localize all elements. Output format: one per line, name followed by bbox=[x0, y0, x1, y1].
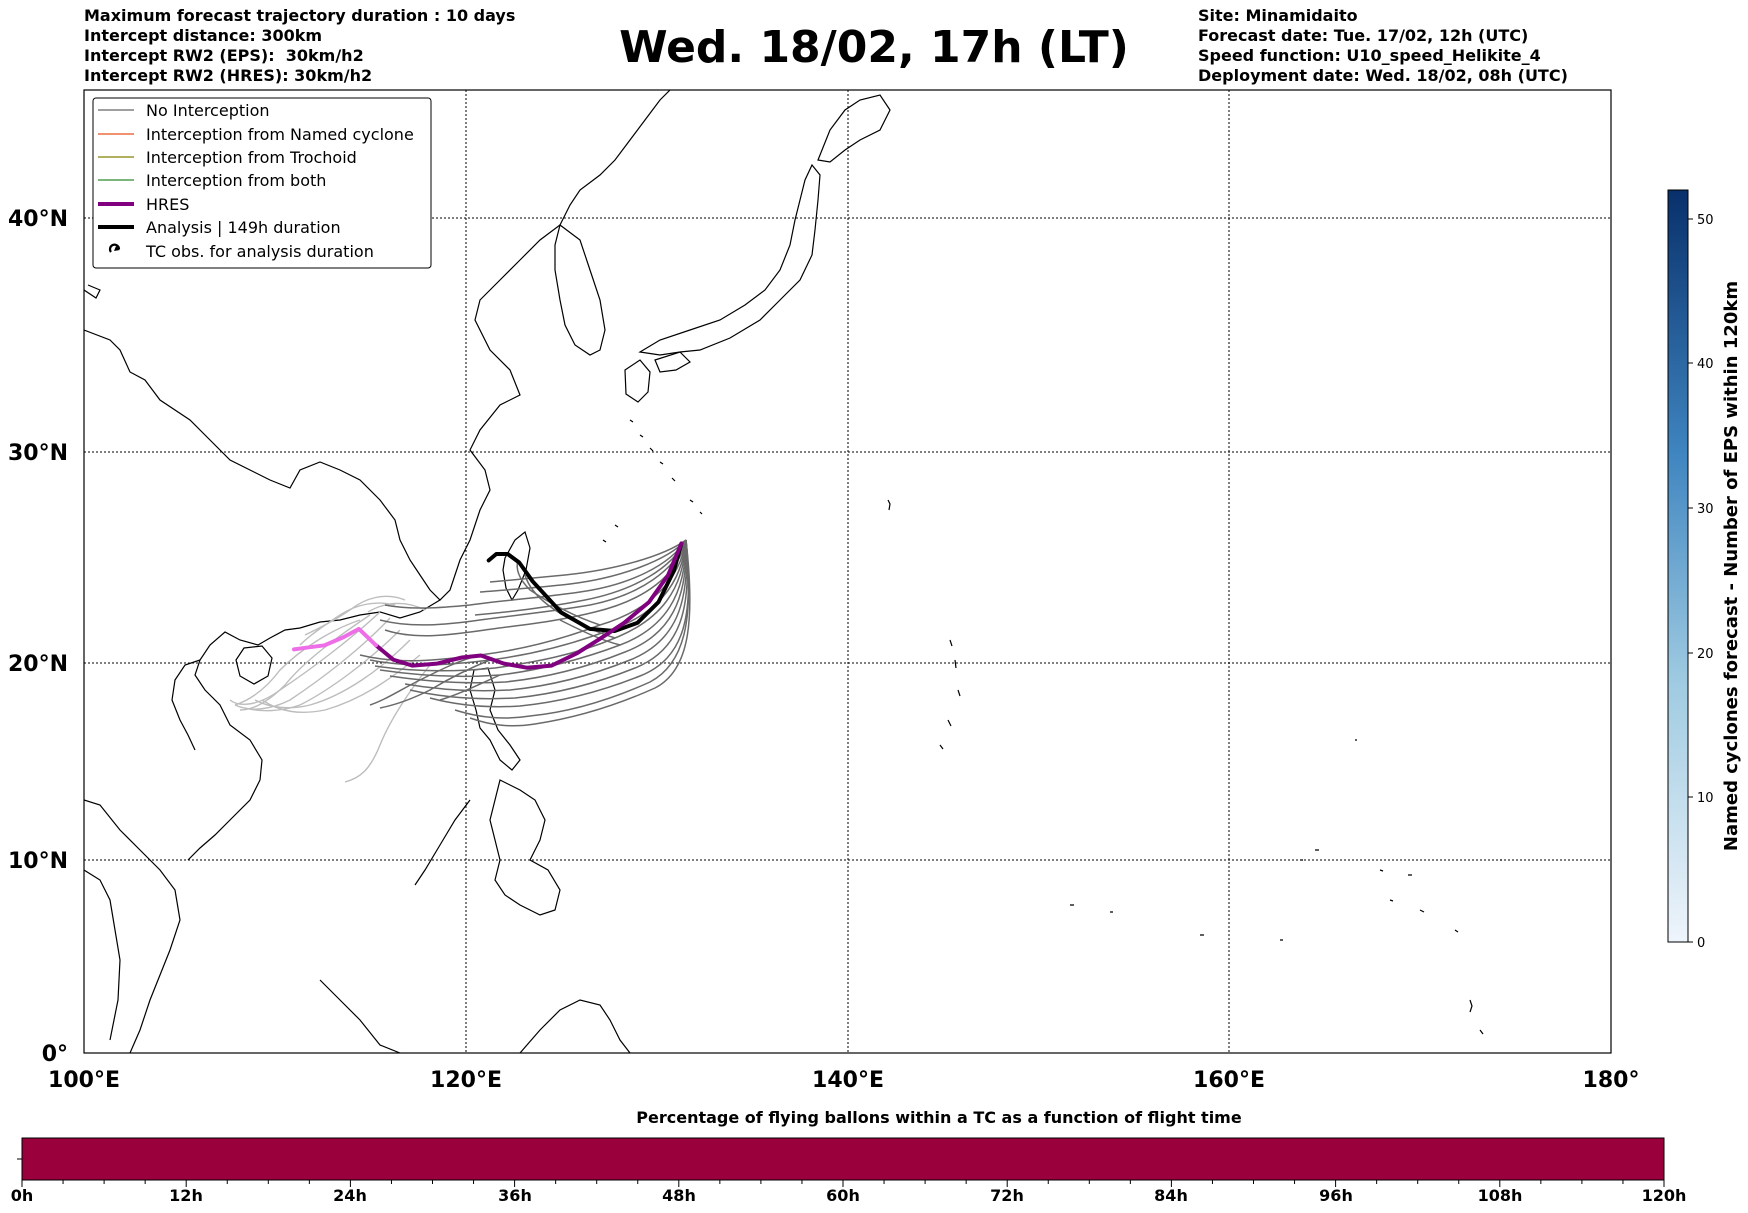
flight-time-tick-label: 72h bbox=[990, 1186, 1024, 1205]
legend-item: Analysis | 149h duration bbox=[98, 218, 341, 237]
flight-time-bar-title: Percentage of flying ballons within a TC… bbox=[636, 1108, 1242, 1127]
legend-item: Interception from Trochoid bbox=[98, 148, 357, 167]
colorbar-tick-label: 0 bbox=[1697, 936, 1705, 951]
gridlines bbox=[84, 90, 1611, 1053]
legend-label: No Interception bbox=[146, 101, 270, 120]
colorbar-tick-label: 40 bbox=[1697, 357, 1714, 372]
header-left-line: Intercept RW2 (HRES): 30km/h2 bbox=[84, 66, 373, 85]
lon-tick-labels: 100°E 120°E 140°E 160°E 180° bbox=[48, 1068, 1639, 1093]
flight-time-minor-ticks bbox=[21, 1180, 1665, 1187]
eps-trajectories-dark bbox=[359, 539, 691, 727]
lon-tick-label: 120°E bbox=[430, 1068, 502, 1093]
legend-label: Interception from both bbox=[146, 171, 326, 190]
legend-label: Interception from Named cyclone bbox=[146, 125, 414, 144]
lat-tick-label: 0° bbox=[42, 1042, 68, 1067]
lon-tick-label: 140°E bbox=[812, 1068, 884, 1093]
lat-tick-labels: 0° 10°N 20°N 30°N 40°N bbox=[8, 207, 68, 1067]
lon-tick-label: 100°E bbox=[48, 1068, 120, 1093]
lon-tick-label: 180° bbox=[1583, 1068, 1640, 1093]
analysis-trajectory bbox=[486, 541, 684, 633]
legend-label: HRES bbox=[146, 195, 189, 214]
header-left-line: Intercept distance: 300km bbox=[84, 26, 323, 45]
flight-time-tick-label: 96h bbox=[1319, 1186, 1353, 1205]
header-left-line: Maximum forecast trajectory duration : 1… bbox=[84, 6, 516, 25]
legend-item: TC obs. for analysis duration bbox=[108, 242, 374, 261]
colorbar-tick-label: 20 bbox=[1697, 647, 1714, 662]
flight-time-tick-label: 0h bbox=[11, 1186, 34, 1205]
colorbar-gradient bbox=[1667, 189, 1689, 943]
eps-colorbar: 0 10 20 30 40 50 Named cyclones forecast… bbox=[1667, 189, 1742, 951]
flight-time-bar-fill bbox=[21, 1137, 1665, 1181]
flight-time-tick-label: 12h bbox=[169, 1186, 203, 1205]
lat-tick-label: 40°N bbox=[8, 207, 68, 232]
legend-box bbox=[92, 97, 432, 269]
legend-item: Interception from both bbox=[98, 171, 326, 190]
hres-trajectory-tail bbox=[292, 626, 378, 652]
header-right-line: Forecast date: Tue. 17/02, 12h (UTC) bbox=[1198, 26, 1529, 45]
lat-tick-label: 10°N bbox=[8, 849, 68, 874]
colorbar-tick-label: 30 bbox=[1697, 502, 1714, 517]
legend-item: HRES bbox=[98, 195, 189, 214]
legend-item: Interception from Named cyclone bbox=[98, 125, 414, 144]
legend-label: Interception from Trochoid bbox=[146, 148, 357, 167]
header-right-line: Deployment date: Wed. 18/02, 08h (UTC) bbox=[1198, 66, 1568, 85]
header-right-line: Speed function: U10_speed_Helikite_4 bbox=[1198, 46, 1541, 65]
map-frame bbox=[83, 89, 1612, 1054]
header-right-line: Site: Minamidaito bbox=[1198, 6, 1358, 25]
legend-label: TC obs. for analysis duration bbox=[145, 242, 374, 261]
coastlines bbox=[84, 90, 1502, 1053]
legend-label: Analysis | 149h duration bbox=[146, 218, 341, 237]
map-content bbox=[84, 90, 1611, 1053]
colorbar-ticks: 0 10 20 30 40 50 bbox=[1688, 213, 1714, 951]
colorbar-tick-label: 50 bbox=[1697, 213, 1714, 228]
colorbar-tick-label: 10 bbox=[1697, 791, 1714, 806]
flight-time-tick-label: 60h bbox=[826, 1186, 860, 1205]
flight-time-tick-label: 48h bbox=[662, 1186, 696, 1205]
lon-tick-label: 160°E bbox=[1193, 1068, 1265, 1093]
legend-item: No Interception bbox=[98, 101, 270, 120]
lat-tick-label: 30°N bbox=[8, 441, 68, 466]
hres-trajectory bbox=[374, 541, 684, 670]
flight-time-tick-label: 84h bbox=[1154, 1186, 1188, 1205]
flight-time-tick-labels: 0h 12h 24h 36h 48h 60h 72h 84h 96h 108h … bbox=[11, 1186, 1687, 1205]
tc-obs-icon bbox=[108, 243, 121, 253]
header-left-line: Intercept RW2 (EPS): 30km/h2 bbox=[84, 46, 364, 65]
lat-tick-label: 20°N bbox=[8, 652, 68, 677]
flight-time-tick-label: 120h bbox=[1642, 1186, 1687, 1205]
flight-time-tick-label: 24h bbox=[333, 1186, 367, 1205]
flight-time-bar: 0h 12h 24h 36h 48h 60h 72h 84h 96h 108h … bbox=[11, 1137, 1687, 1205]
legend: No Interception Interception from Named … bbox=[92, 97, 432, 269]
colorbar-label: Named cyclones forecast - Number of EPS … bbox=[1721, 281, 1742, 851]
eps-trajectories-light bbox=[229, 595, 431, 783]
flight-time-tick-label: 108h bbox=[1478, 1186, 1523, 1205]
flight-time-tick-label: 36h bbox=[498, 1186, 532, 1205]
page-title: Wed. 18/02, 17h (LT) bbox=[619, 22, 1129, 73]
